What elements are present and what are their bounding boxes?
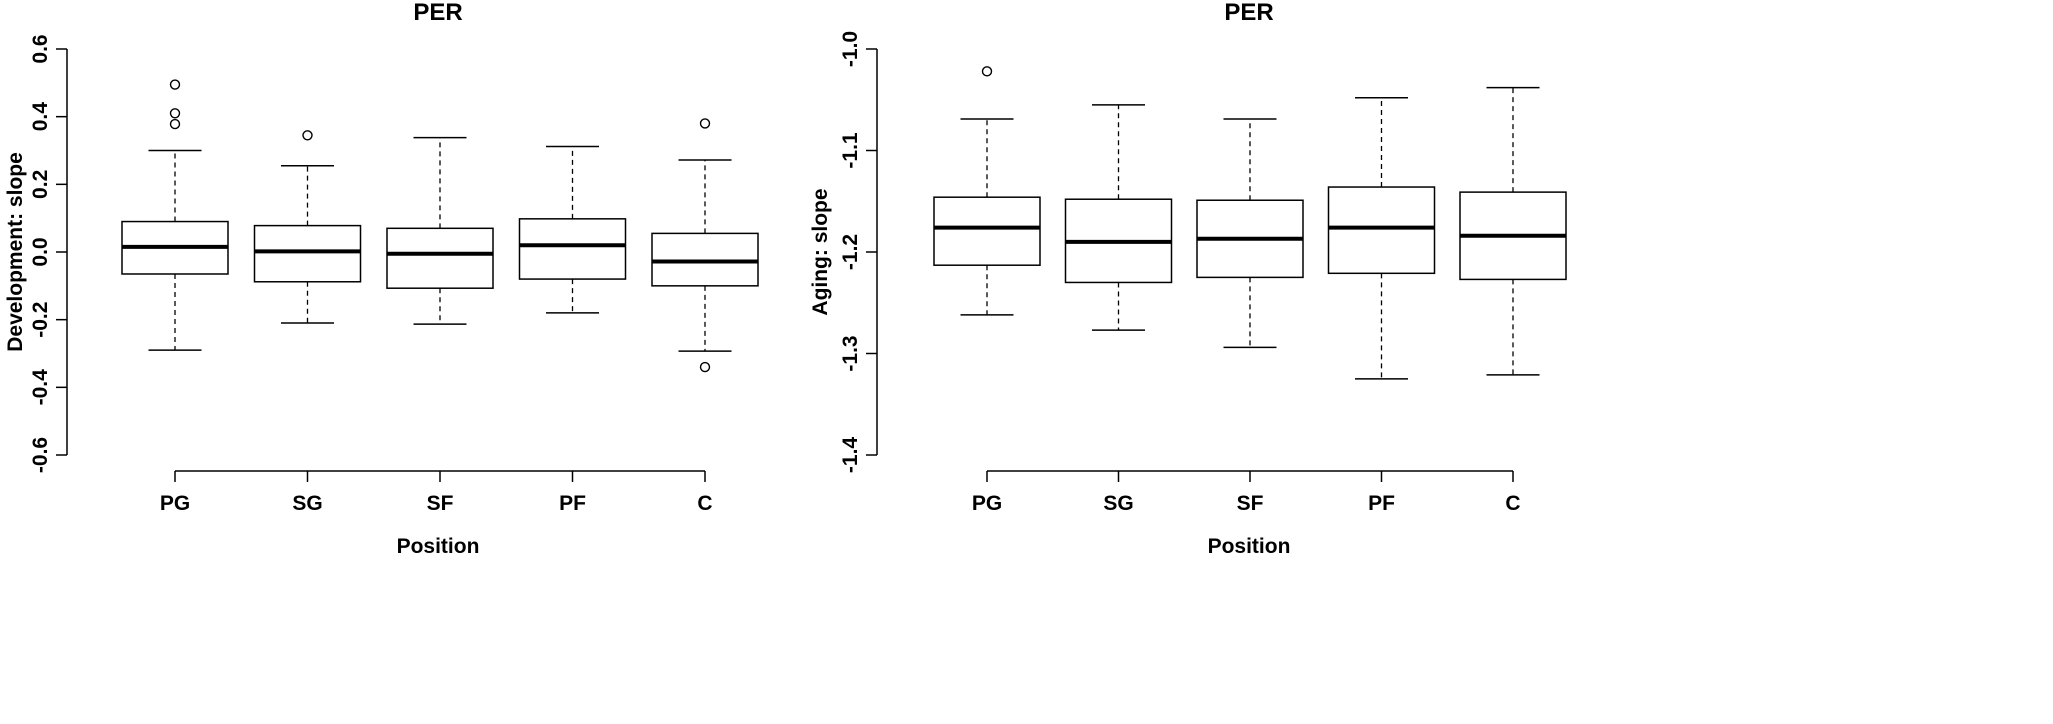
y-tick-label: -1.3 [839, 335, 862, 371]
y-tick-label: -1.0 [839, 31, 862, 67]
box-c [651, 118, 759, 373]
y-tick-label: 0.2 [29, 170, 52, 199]
chart-panel-1: PER -0.6 -0.4 -0.2 0.0 0.2 0.4 0.6 Development: … [4, 0, 759, 558]
y-tick-label: -1.1 [839, 132, 862, 169]
y-tick-label: -0.2 [29, 302, 52, 338]
chart-title: PER [413, 0, 462, 26]
y-tick-label: 0.0 [29, 237, 52, 266]
box-sg [253, 130, 362, 324]
box-pf [518, 145, 627, 314]
box-sf [1196, 118, 1304, 349]
x-tick-label-c: C [697, 492, 712, 515]
y-axis-label: Aging: slope [809, 188, 832, 315]
outlier-point [699, 361, 711, 373]
x-tick-label-pg: PG [972, 492, 1002, 515]
box-iqr [253, 224, 362, 283]
box-iqr [933, 196, 1041, 266]
x-tick-label-pf: PF [559, 492, 586, 515]
y-tick-label: 0.4 [29, 102, 52, 132]
box-pf [1327, 96, 1436, 380]
x-tick-label-sg: SG [1103, 492, 1133, 515]
y-tick-label: -0.6 [29, 437, 52, 473]
x-tick-label-sf: SF [1237, 492, 1264, 515]
outlier-point [169, 108, 181, 119]
x-tick-label-pg: PG [160, 492, 190, 515]
box-iqr [518, 218, 627, 280]
chart-title: PER [1224, 0, 1273, 26]
x-tick-label-c: C [1505, 492, 1520, 515]
box-c [1459, 86, 1567, 376]
box-iqr [1327, 186, 1436, 275]
x-tick-label-sf: SF [427, 492, 454, 515]
y-tick-label: -1.2 [839, 234, 862, 270]
x-axis-label: Position [1208, 535, 1291, 558]
y-tick-label: -0.4 [29, 369, 52, 406]
outlier-point [981, 66, 993, 77]
y-tick-label: -1.4 [839, 437, 862, 474]
box-iqr [386, 227, 494, 289]
x-tick-label-pf: PF [1368, 492, 1395, 515]
box-pg [933, 66, 1041, 316]
outlier-point [699, 118, 711, 129]
box-pg [121, 79, 229, 351]
x-tick-label-sg: SG [292, 492, 322, 515]
x-axis-label: Position [397, 535, 480, 558]
outlier-point [169, 118, 181, 130]
chart-panel-2: PER -1.4 -1.3 -1.2 -1.1 -1.0 Aging: slope PG SG S… [809, 0, 1567, 558]
box-sf [386, 136, 494, 325]
outlier-point [302, 130, 313, 141]
y-tick-label: 0.6 [29, 34, 52, 63]
box-sg [1064, 104, 1173, 331]
y-axis-label: Development: slope [4, 152, 27, 352]
outlier-point [169, 79, 181, 90]
